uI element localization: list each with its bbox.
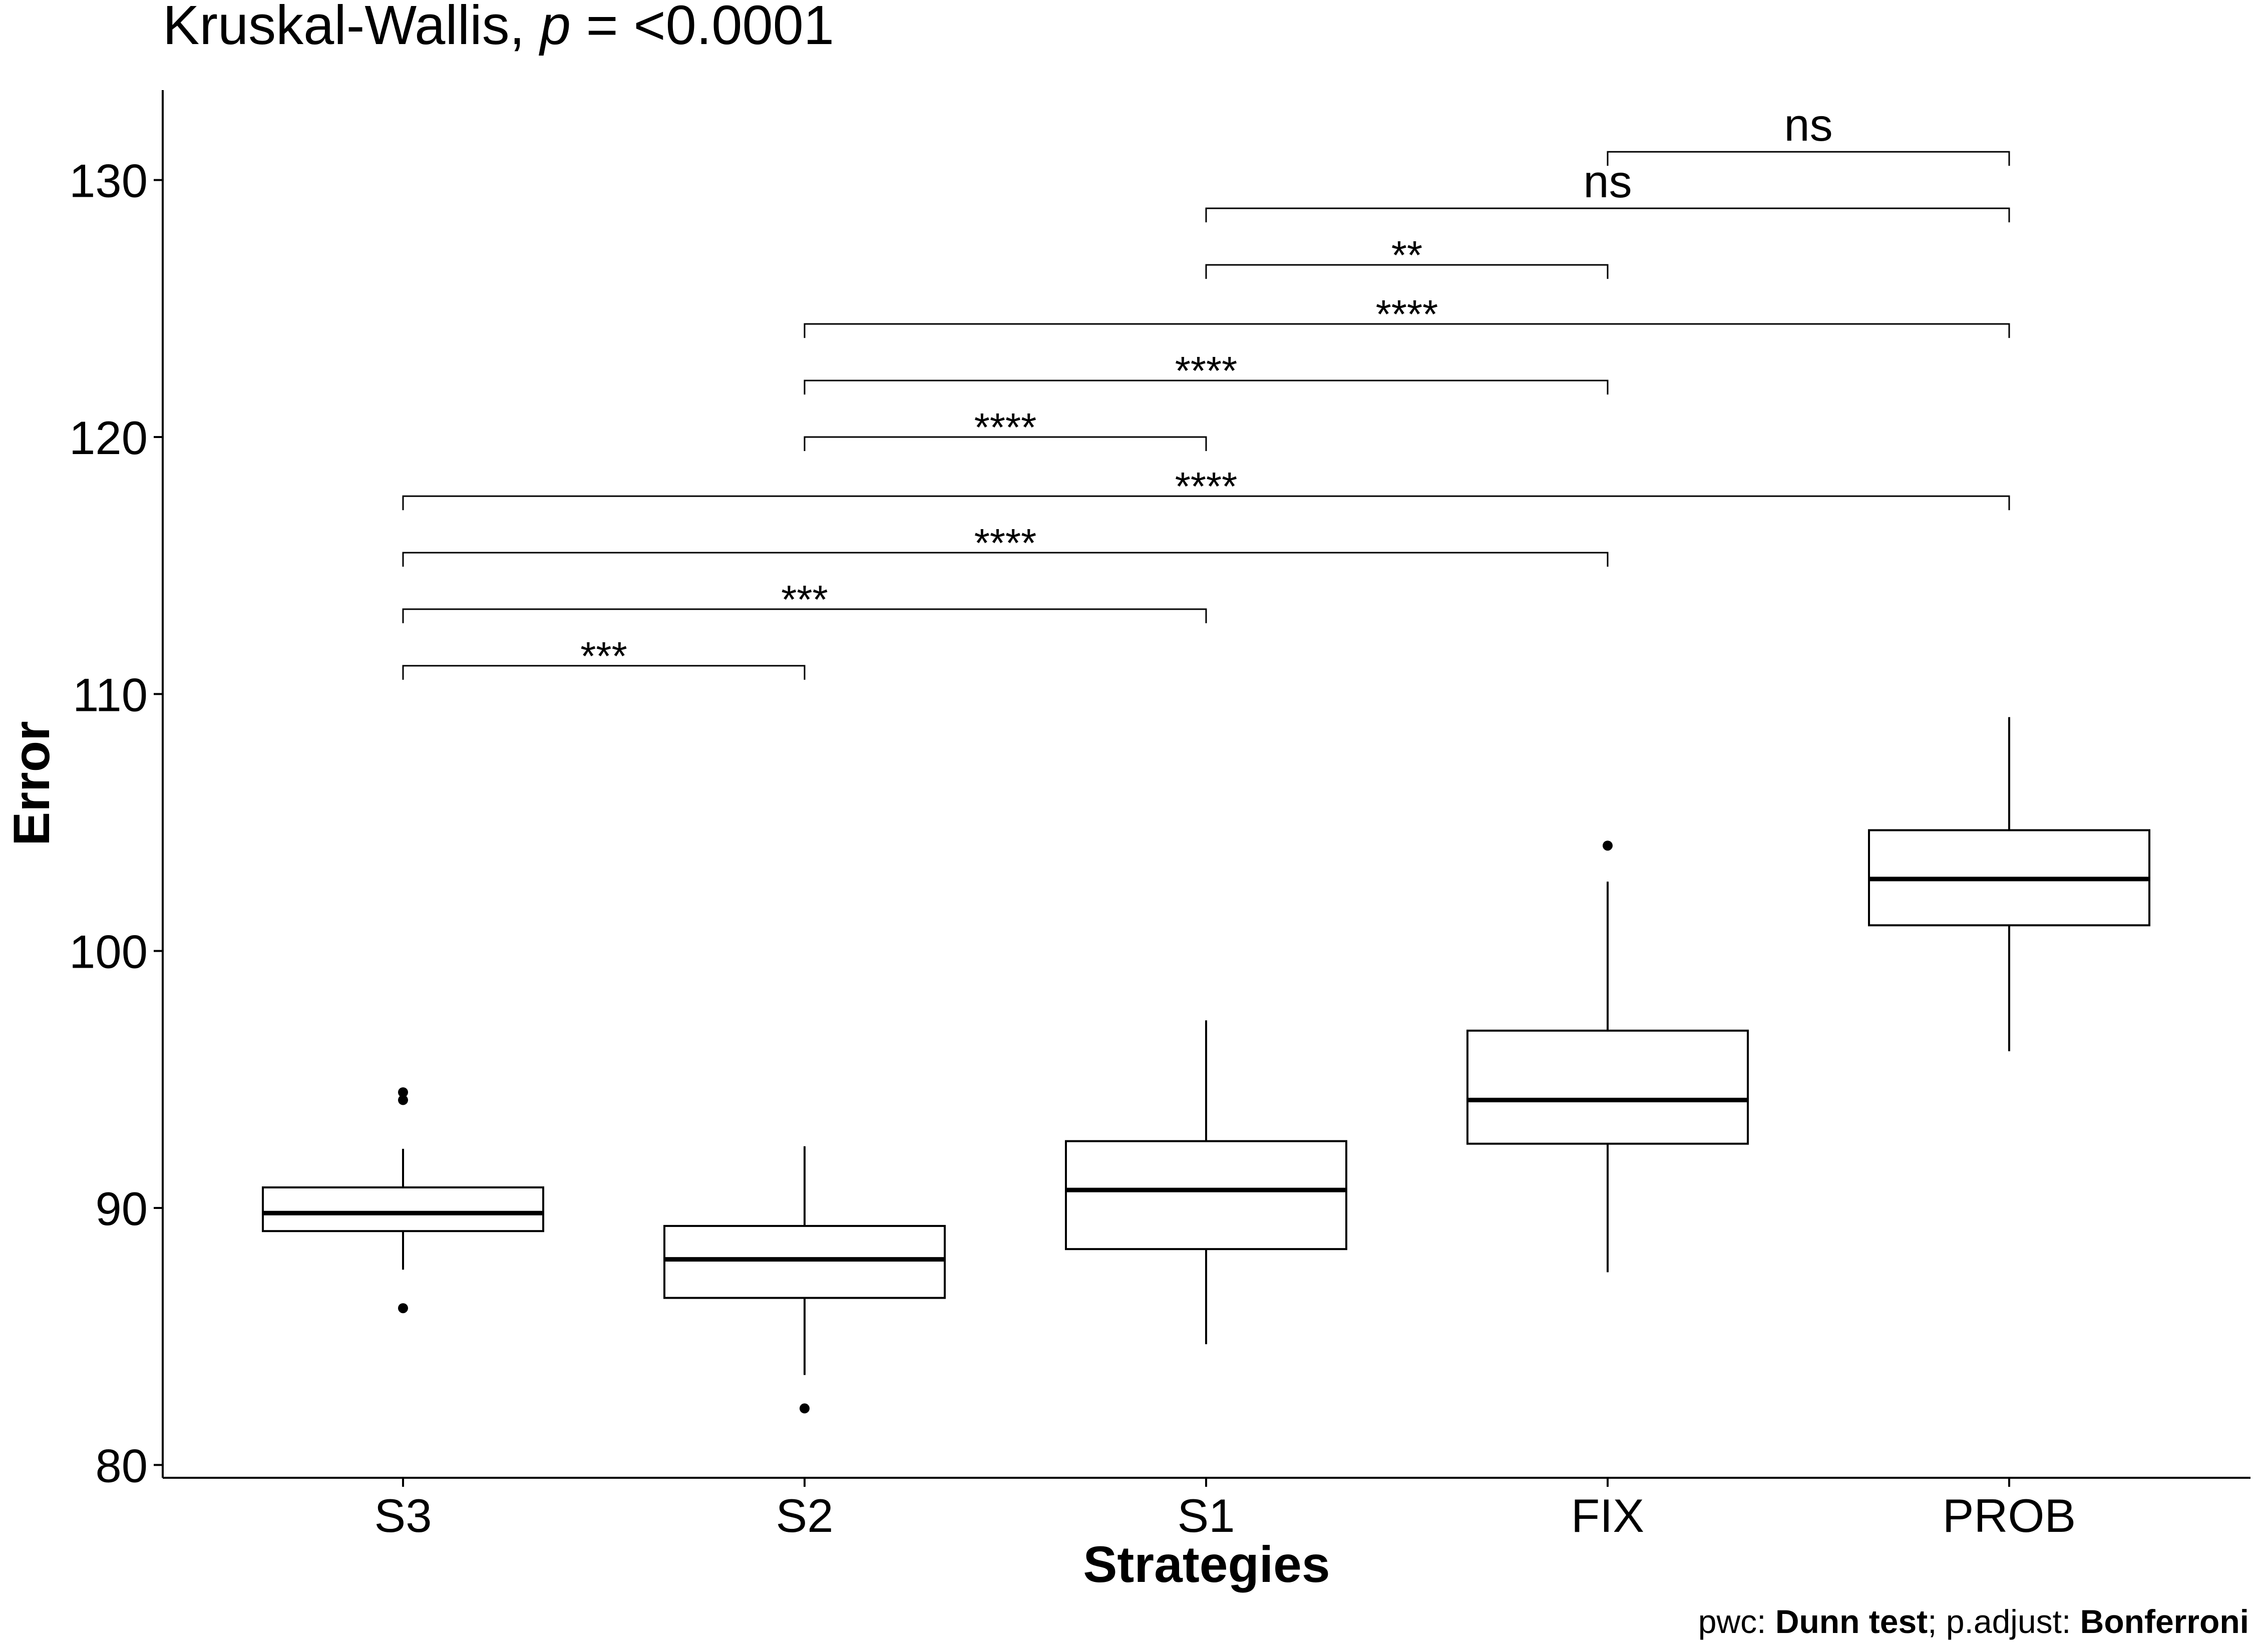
bracket-line [804,379,1609,395]
bracket-line [402,552,1609,567]
title-stat: p [539,0,571,56]
comparison-bracket: ns [1205,156,2010,223]
x-tick-label: S2 [776,1489,834,1542]
x-tick-label: PROB [1943,1489,2076,1542]
box-iqr [1065,1140,1347,1251]
box-iqr [262,1186,544,1232]
axes-layer: 80 90 100 110 120 130 S3 S2 S1 FIX PROB Strategies E… [3,90,2250,1593]
chart-title: Kruskal-Wallis, p = <0.0001 [163,0,834,56]
caption-test: Dunn test [1775,1603,1928,1640]
box-prob [1868,717,2150,1051]
caption-text: pwc: Dunn test; p.adjust: Bonferroni [1698,1603,2249,1640]
caption-method: Bonferroni [2080,1603,2249,1640]
bracket-line [1607,151,2010,166]
outlier-point [800,1403,810,1414]
x-tick-label: S3 [374,1489,432,1542]
bracket-line [402,608,1207,623]
comparison-bracket: *** [402,634,806,680]
y-tick-label: 130 [69,155,148,207]
comparison-bracket: **** [402,464,2010,511]
significance-label: **** [974,521,1037,565]
significance-label: **** [1376,292,1438,336]
significance-label: **** [974,405,1037,450]
comparison-bracket: ns [1607,100,2010,166]
outlier-point [398,1095,408,1105]
y-tick-label: 90 [95,1182,148,1235]
x-axis-title: Strategies [1083,1536,1330,1593]
comparison-bracket: **** [804,348,1609,395]
bracket-line [402,665,806,680]
box-s3 [262,1087,544,1314]
bracket-line [402,495,2010,511]
y-tick-label: 80 [95,1439,148,1492]
boxes-layer [262,717,2150,1414]
box-s1 [1065,1020,1347,1345]
bracket-line [1205,207,2010,223]
x-tick-label: FIX [1571,1489,1644,1542]
caption-middle: ; p.adjust: [1928,1603,2080,1640]
y-tick-label: 110 [73,668,148,721]
significance-label: ns [1784,100,1832,151]
caption-layer: pwc: Dunn test; p.adjust: Bonferroni [1698,1603,2249,1640]
y-tick-label: 120 [69,411,148,464]
comparison-bracket: *** [402,577,1207,623]
significance-label: ** [1391,233,1422,277]
box-iqr [1466,1029,1749,1145]
x-tick-label: S1 [1178,1489,1235,1542]
comparison-bracket: **** [402,521,1609,567]
box-s2 [663,1146,946,1414]
title-suffix: = <0.0001 [571,0,834,56]
significance-label: **** [1175,348,1238,393]
comparison-bracket: **** [804,405,1207,451]
comparison-bracket: ** [1205,233,1609,279]
outlier-point [1603,841,1613,851]
bracket-line [1205,264,1609,279]
bracket-line [804,436,1207,451]
box-iqr [663,1224,946,1299]
title-prefix: Kruskal-Wallis, [163,0,540,56]
caption-prefix: pwc: [1698,1603,1775,1640]
box-fix [1466,841,1749,1273]
outlier-point [398,1303,408,1314]
title-layer: Kruskal-Wallis, p = <0.0001 [163,0,834,56]
significance-label: *** [580,634,627,678]
y-tick-label: 100 [69,926,148,978]
significance-label: **** [1175,464,1238,509]
comparison-bracket: **** [804,292,2010,338]
y-axis-title: Error [3,721,60,846]
outlier-point [398,1087,408,1097]
significance-label: *** [781,577,828,622]
bracket-line [804,323,2010,338]
